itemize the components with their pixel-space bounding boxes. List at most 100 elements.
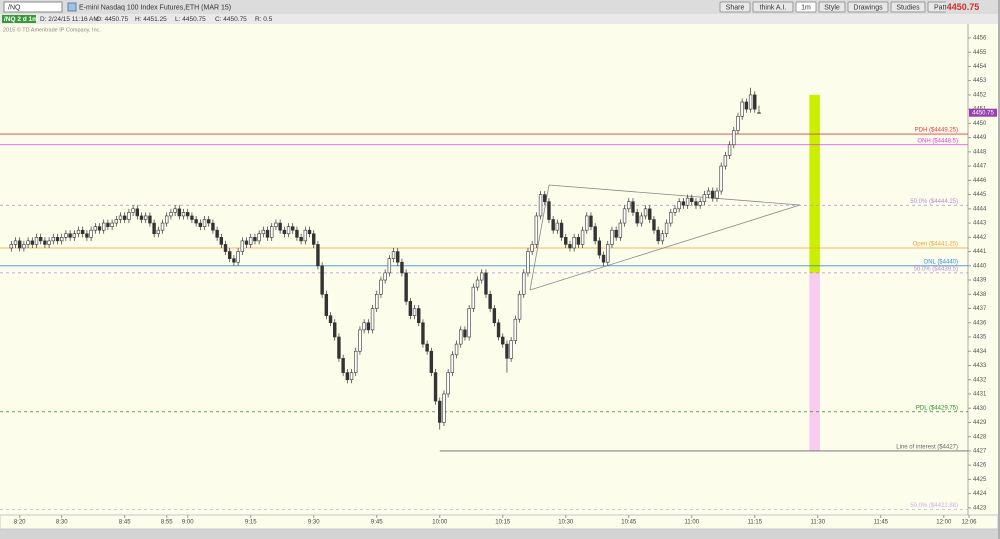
candle-body (732, 130, 736, 146)
candle-body (345, 372, 350, 381)
candle-body (412, 308, 417, 316)
y-tick-label: 4453 (973, 78, 987, 84)
x-tick-label: 9:15 (245, 520, 257, 526)
candle-body (475, 279, 480, 288)
candle-body (555, 222, 560, 231)
candle-body (249, 237, 253, 245)
toolbar-button[interactable] (795, 1, 817, 13)
toolbar-button[interactable] (890, 1, 926, 13)
trend-line (548, 184, 801, 206)
candle-body (349, 372, 354, 381)
candle-body (421, 322, 425, 345)
candle-body (442, 393, 446, 423)
candle-body (639, 215, 644, 224)
last-price: 4450.75 (947, 2, 980, 12)
candle-body (127, 212, 131, 220)
candle-body (160, 222, 165, 231)
level-label: PDL ($4429.75) (916, 405, 958, 411)
candle-body (337, 336, 341, 359)
candle-body (76, 229, 81, 235)
candle-body (404, 272, 408, 302)
candle-body (677, 201, 681, 210)
candle-body (551, 219, 555, 231)
candle-body (396, 251, 400, 263)
candle-body (278, 222, 282, 231)
toolbar-button[interactable] (847, 1, 889, 13)
toolbar-button[interactable] (818, 1, 846, 13)
candle-body (60, 237, 64, 242)
candle-body (173, 208, 177, 213)
candle-body (265, 229, 270, 238)
price-tag (969, 108, 997, 117)
symbol-box[interactable] (3, 1, 63, 13)
candle-body (30, 240, 35, 245)
y-tick-label: 4445 (973, 192, 987, 198)
candle-body (429, 350, 434, 373)
candle-body (186, 212, 190, 217)
candle-body (358, 329, 362, 352)
candle-body (711, 190, 715, 199)
candle-body (51, 237, 56, 242)
candle-body (282, 229, 287, 235)
trend-line (529, 184, 550, 291)
candle-body (501, 336, 505, 345)
candle-body (425, 343, 429, 352)
candle-body (438, 400, 442, 423)
candle-body (333, 322, 337, 338)
candle-body (228, 251, 232, 259)
candle-body (673, 208, 677, 213)
y-tick-label: 4439 (973, 278, 987, 284)
candle-body (144, 215, 148, 220)
y-tick-label: 4438 (973, 292, 987, 298)
toolbar-button-label: 1m (801, 4, 811, 11)
candle-body (375, 293, 379, 309)
candle-body (698, 201, 702, 206)
candle-body (723, 155, 728, 167)
candle-body (719, 165, 723, 192)
level-label: PDH ($4449.25) (915, 128, 958, 134)
candle-body (26, 240, 30, 245)
candle-body (450, 354, 455, 373)
y-tick-label: 4437 (973, 306, 987, 312)
x-tick-label: 12:00 (936, 520, 952, 526)
candle-body (454, 343, 459, 356)
candle-body (93, 226, 98, 231)
candle-body (631, 201, 635, 213)
candle-body (505, 343, 509, 359)
candle-body (370, 308, 375, 331)
candle-body (664, 222, 669, 235)
toolbar-button[interactable] (752, 1, 794, 13)
header-field: D: 2/24/15 11:16 AM (40, 16, 99, 23)
level-label: 50.0% ($4444.25) (910, 199, 958, 205)
chart-label-box[interactable] (2, 15, 36, 23)
candle-body (165, 215, 169, 224)
candle-body (312, 233, 316, 245)
candle-body (169, 212, 173, 217)
candle-body (177, 208, 182, 217)
y-tick-label: 4443 (973, 221, 987, 227)
candle-body (702, 194, 707, 203)
candle-body (580, 229, 585, 245)
candle-body (362, 322, 366, 331)
y-tick-label: 4425 (973, 477, 987, 483)
link-icon[interactable] (67, 2, 77, 12)
toolbar-button[interactable] (719, 1, 751, 13)
levels: 4423 4424 4425 4426 4427 4428 4429 4430 4431 4432… (0, 36, 987, 526)
y-tick-label: 4447 (973, 164, 987, 170)
last-box (946, 1, 980, 13)
price-tag-label: 4450.75 (972, 110, 994, 116)
y-tick-label: 4429 (973, 420, 987, 426)
candle-body (43, 240, 47, 245)
candle-body (253, 237, 257, 242)
x-tick-label: 11:30 (810, 520, 825, 526)
candle-body (34, 237, 39, 245)
candle-body (648, 208, 652, 220)
candles: 4450.75 (9, 87, 997, 430)
candle-body (656, 229, 660, 242)
y-tick-label: 4446 (973, 178, 987, 184)
candle-body (18, 240, 22, 249)
candle-body (417, 308, 421, 324)
y-tick-label: 4449 (973, 135, 987, 141)
candle-body (606, 244, 610, 263)
